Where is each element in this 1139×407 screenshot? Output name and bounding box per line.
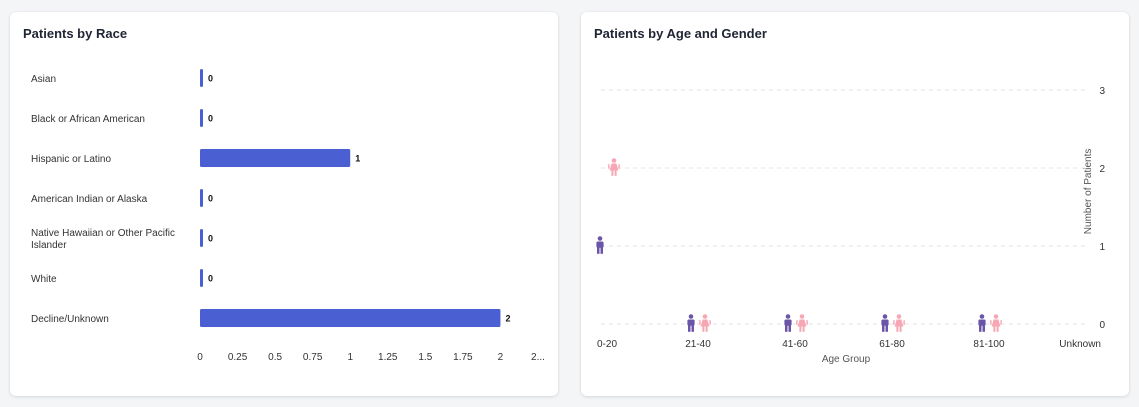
age-x-tick-label: 0-20 (597, 339, 617, 350)
race-bar[interactable] (200, 149, 351, 167)
race-bar[interactable] (200, 189, 203, 207)
race-category-label: Hispanic or Latino (31, 154, 111, 165)
race-x-tick-label: 2... (531, 352, 545, 363)
age-x-axis-title: Age Group (822, 354, 871, 365)
race-bar[interactable] (200, 269, 203, 287)
race-x-tick-label: 0 (197, 352, 203, 363)
age-gender-chart-card: Patients by Age and Gender 0 1 2 3 Number of… (581, 12, 1129, 396)
race-bar[interactable] (200, 69, 203, 87)
race-x-tick-label: 1.5 (418, 352, 432, 363)
race-category-label: American Indian or Alaska (31, 194, 148, 205)
race-bar-value-label: 0 (208, 274, 213, 284)
race-x-tick-label: 1.25 (378, 352, 398, 363)
female-person-icon[interactable] (699, 314, 711, 332)
age-x-tick-label: 61-80 (879, 339, 905, 350)
race-x-tick-label: 0.5 (268, 352, 282, 363)
race-bar-value-label: 0 (208, 114, 213, 124)
female-person-icon[interactable] (990, 314, 1002, 332)
race-bar-value-label: 0 (208, 234, 213, 244)
race-chart-card: Patients by Race Asian 0 Black or African … (10, 12, 558, 396)
race-x-tick-label: 2 (498, 352, 504, 363)
female-person-icon[interactable] (796, 314, 808, 332)
race-bar[interactable] (200, 309, 501, 327)
female-person-icon[interactable] (608, 158, 620, 176)
age-x-tick-label: 21-40 (685, 339, 711, 350)
race-category-label: Decline/Unknown (31, 314, 109, 325)
age-y-tick-label: 2 (1099, 164, 1105, 175)
age-gender-pictograph-chart: 0 1 2 3 Number of Patients 0-20 21-40 41-60 61-8… (596, 86, 1105, 365)
age-y-tick-label: 0 (1099, 320, 1105, 331)
race-x-tick-label: 1.75 (453, 352, 473, 363)
race-category-label: Asian (31, 74, 56, 85)
race-bar-value-label: 0 (208, 74, 213, 84)
race-x-tick-label: 0.25 (228, 352, 248, 363)
male-person-icon[interactable] (784, 314, 792, 332)
race-bar-value-label: 1 (355, 154, 360, 164)
race-bar-value-label: 2 (505, 314, 510, 324)
male-person-icon[interactable] (881, 314, 889, 332)
race-bar[interactable] (200, 109, 203, 127)
age-x-tick-label: 41-60 (782, 339, 808, 350)
age-y-tick-label: 3 (1099, 86, 1105, 97)
race-bar[interactable] (200, 229, 203, 247)
race-category-label: White (31, 274, 57, 285)
race-bar-chart: Asian 0 Black or African American 0 Hispanic… (31, 69, 545, 363)
age-y-tick-label: 1 (1099, 242, 1105, 253)
male-person-icon[interactable] (687, 314, 695, 332)
age-gender-chart-title: Patients by Age and Gender (594, 26, 767, 41)
age-x-tick-label: Unknown (1059, 339, 1101, 350)
age-y-axis-title: Number of Patients (1083, 149, 1094, 235)
male-person-icon[interactable] (978, 314, 986, 332)
race-x-tick-label: 1 (347, 352, 353, 363)
age-x-tick-label: 81-100 (973, 339, 1005, 350)
race-bar-value-label: 0 (208, 194, 213, 204)
race-category-label: Black or African American (31, 114, 145, 125)
race-x-tick-label: 0.75 (303, 352, 323, 363)
race-category-label: Native Hawaiian or Other Pacific Islander (31, 228, 175, 251)
race-chart-title: Patients by Race (23, 26, 128, 41)
male-person-icon[interactable] (596, 236, 604, 254)
female-person-icon[interactable] (893, 314, 905, 332)
